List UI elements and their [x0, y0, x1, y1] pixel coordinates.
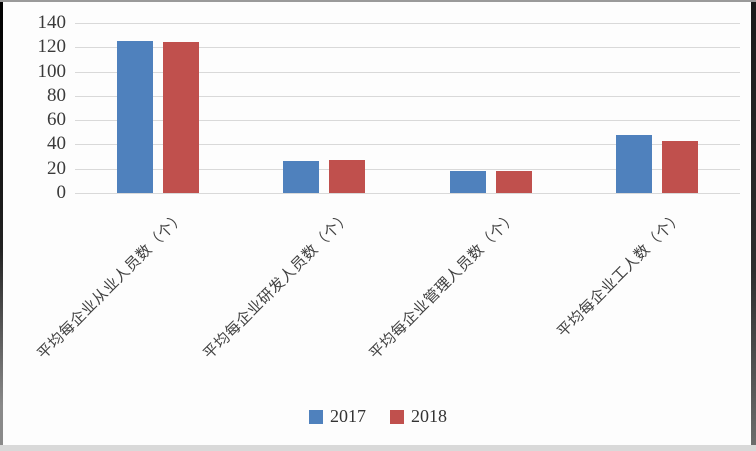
legend-item-2017: 2017: [309, 406, 366, 427]
y-tick-label: 120: [37, 36, 67, 58]
legend-label-2018: 2018: [411, 406, 447, 426]
bar-2018-series-group-1: [163, 42, 200, 193]
y-tick-label: 60: [47, 109, 66, 131]
y-tick-label: 40: [47, 133, 66, 155]
bar-2017-series-group-2: [283, 161, 320, 193]
y-tick-label: 100: [37, 60, 67, 82]
legend-swatch-2017: [309, 409, 323, 424]
bar-2017-series-group-4: [615, 134, 652, 193]
gridline-80: [75, 95, 740, 97]
gridline-100: [75, 71, 740, 73]
gridline-40: [75, 144, 740, 146]
x-category-label: 平均每企业管理人员数（个）: [366, 208, 521, 363]
y-tick-label: 140: [37, 12, 67, 33]
bar-2018-series-group-3: [495, 171, 532, 193]
gridline-0: [75, 193, 740, 194]
x-category-label: 平均每企业研发人员数（个）: [200, 208, 355, 363]
x-category-label: 平均每企业工人数（个）: [555, 208, 688, 341]
legend-swatch-2018: [390, 409, 404, 424]
gridline-60: [75, 120, 740, 122]
legend-item-2018: 2018: [390, 406, 447, 427]
y-tick-label: 20: [47, 157, 66, 179]
bar-2017-series-group-3: [449, 171, 486, 193]
legend: 2017 2018: [0, 406, 756, 427]
y-tick-label: 0: [56, 182, 67, 203]
bar-2017-series-group-1: [117, 41, 154, 193]
gridline-20: [75, 168, 740, 170]
legend-label-2017: 2017: [330, 406, 366, 426]
x-category-label: 平均每企业从业人员数（个）: [34, 208, 189, 363]
bar-2018-series-group-4: [661, 140, 698, 193]
gridline-140: [75, 23, 740, 24]
y-tick-label: 80: [47, 84, 66, 106]
gridline-120: [75, 47, 740, 49]
bar-2018-series-group-2: [329, 160, 366, 193]
